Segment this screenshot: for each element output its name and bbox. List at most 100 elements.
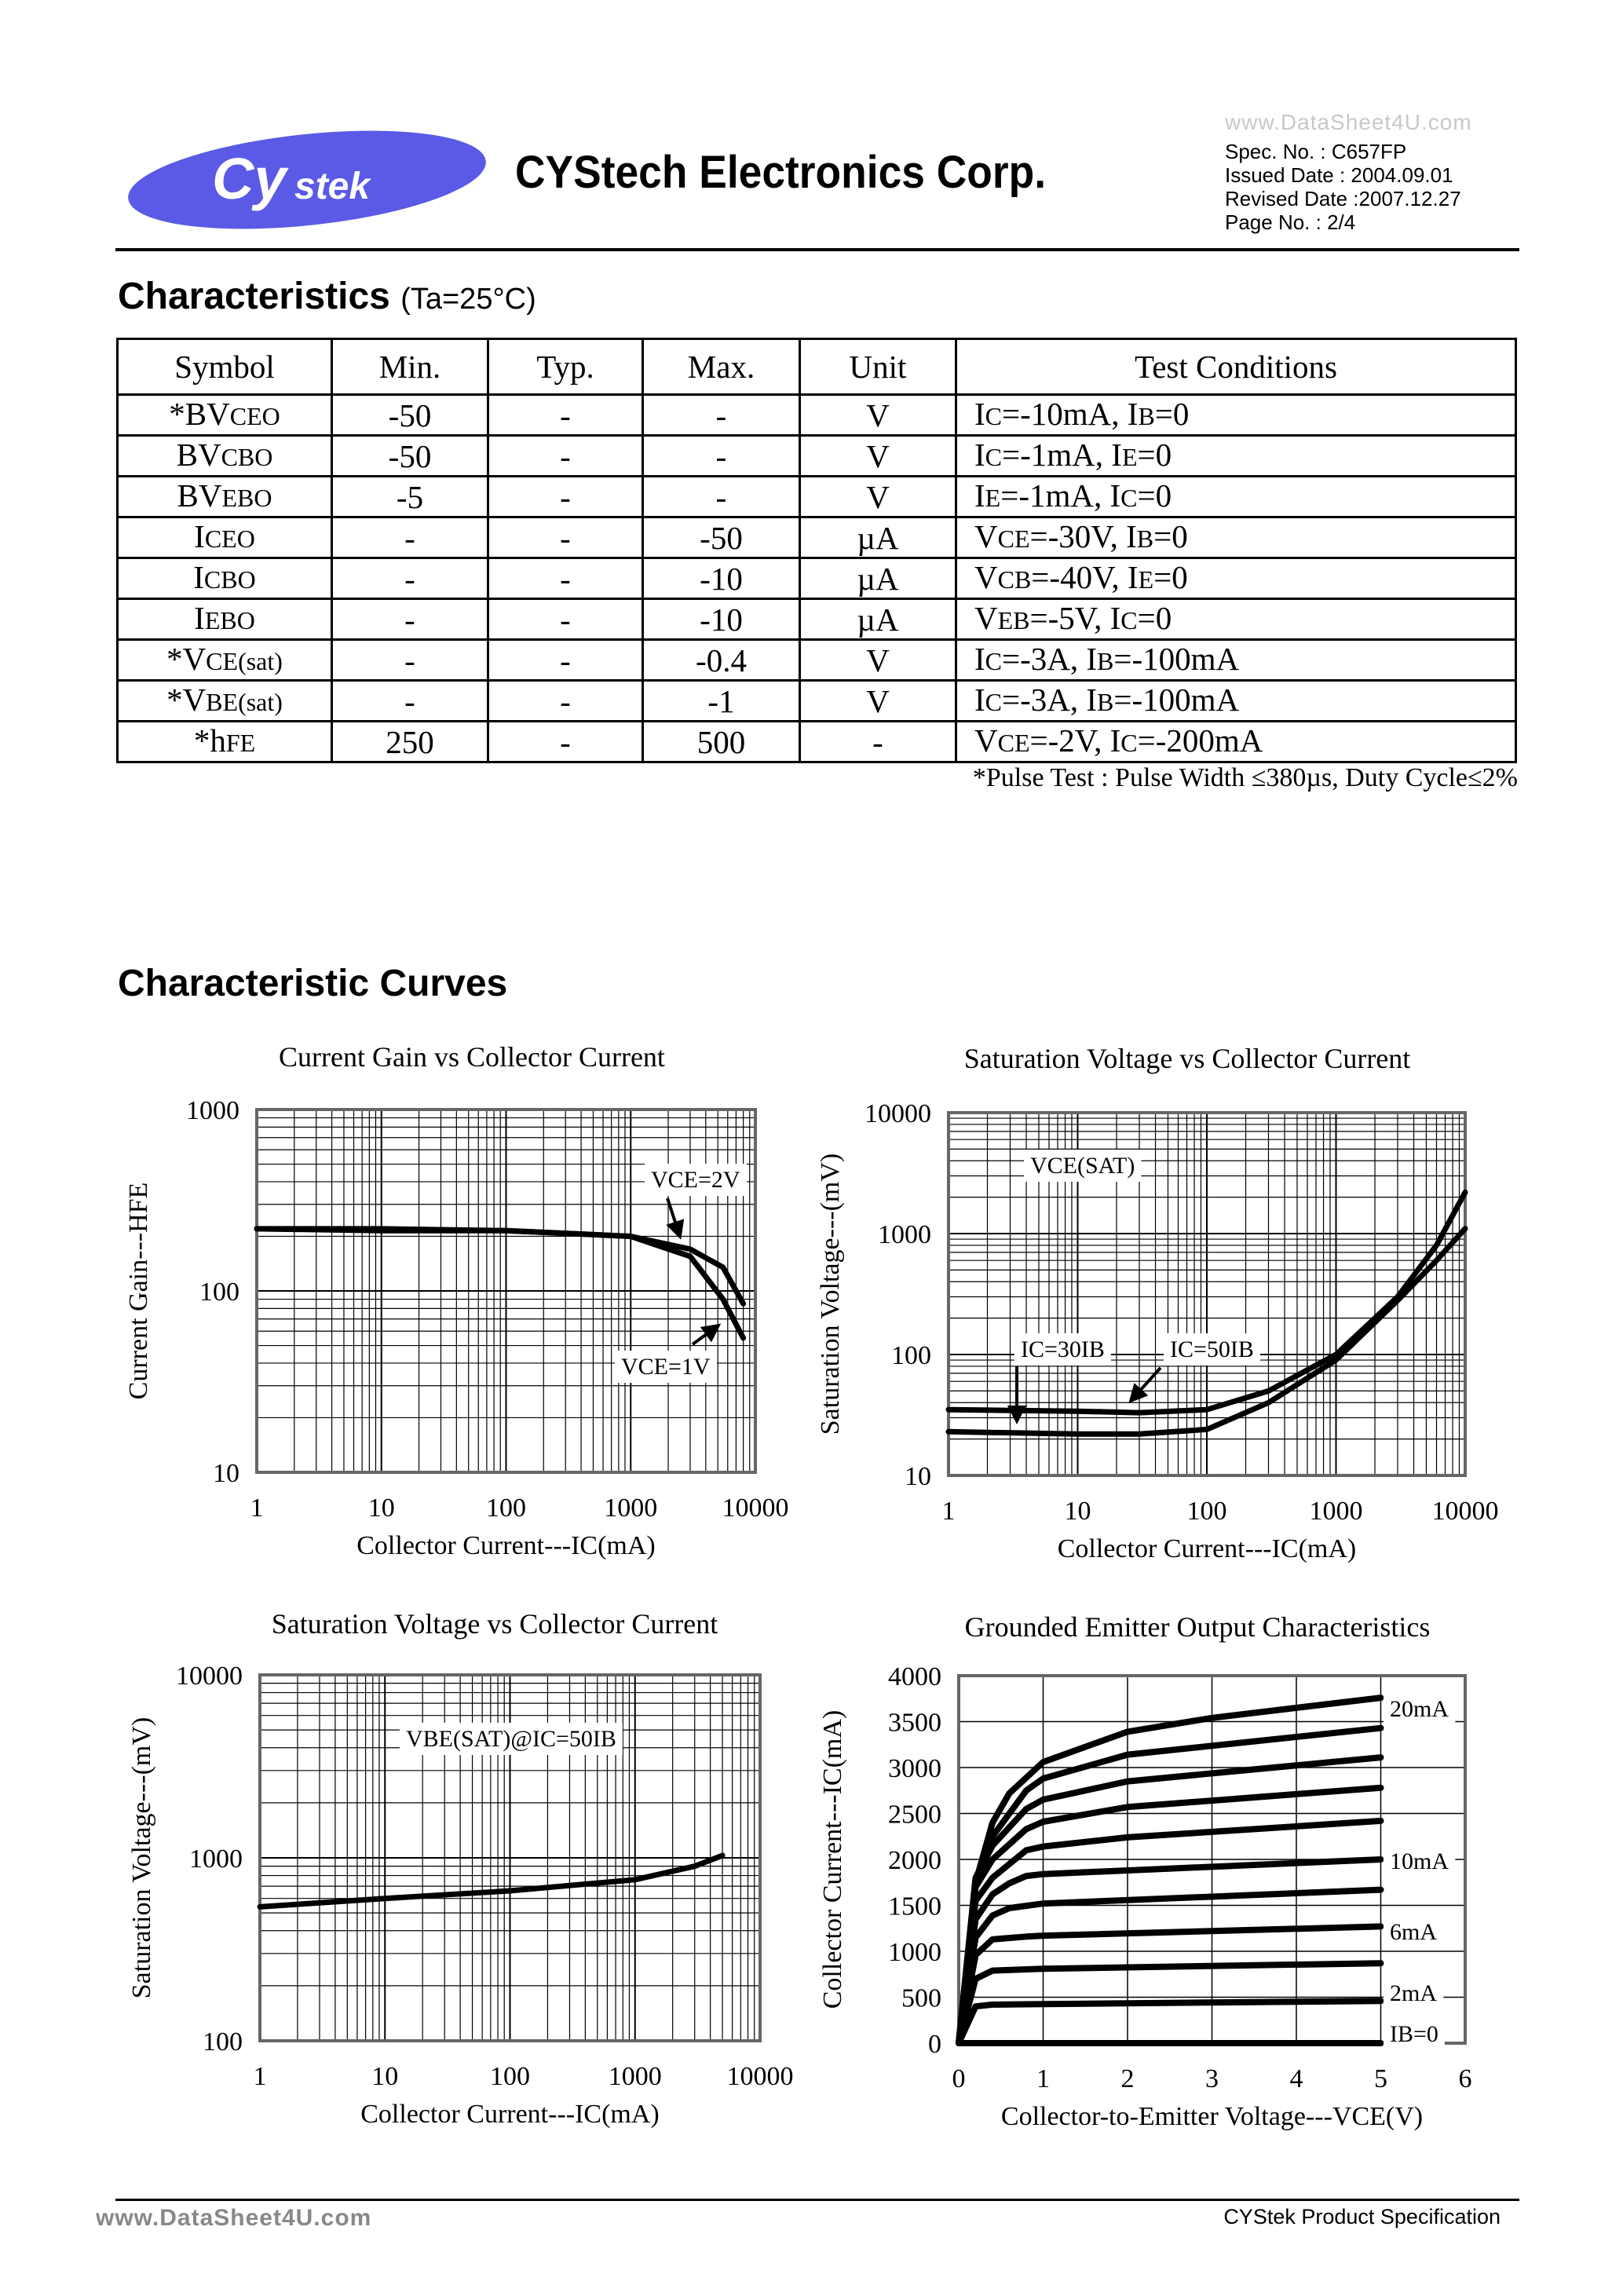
cell-test-conditions: VCB=-40V, IE=0: [955, 557, 1517, 600]
y-axis-label: Current Gain---HFE: [124, 1183, 153, 1400]
annotation-background: [1024, 1150, 1142, 1182]
cell-symbol: *hFE: [116, 720, 333, 763]
annotation-label: IC=50IB: [1170, 1336, 1254, 1362]
cell-unit: -: [799, 720, 957, 763]
x-tick-label: 10: [1065, 1497, 1091, 1526]
cystek-logo: Cy stek: [128, 130, 486, 229]
cell-symbol: ICBO: [116, 557, 333, 600]
series-line: [254, 1226, 747, 1341]
cell-test-conditions: IC=-1mA, IE=0: [955, 434, 1517, 477]
annotation-label: VBE(SAT)@IC=50IB: [406, 1726, 616, 1752]
y-tick-label: 1000: [878, 1220, 931, 1249]
chart-title: Current Gain vs Collector Current: [279, 1041, 665, 1073]
cell-typ: -: [487, 638, 644, 682]
series-line: [257, 1852, 726, 1910]
page-no: Page No. : 2/4: [1225, 210, 1356, 234]
table-header-row: Symbol Min. Typ. Max. Unit Test Conditio…: [116, 338, 1517, 396]
y-tick-label: 3500: [888, 1709, 941, 1738]
x-tick-label: 2: [1121, 2064, 1135, 2093]
cell-min: -50: [331, 434, 489, 477]
x-tick-label: 1000: [609, 2062, 662, 2091]
spec-info: Spec. No. : C657FP Issued Date : 2004.09…: [1225, 140, 1461, 234]
series-line: [945, 1189, 1468, 1416]
y-tick-label: 10000: [176, 1662, 243, 1691]
cell-min: -: [331, 638, 489, 682]
cell-typ: -: [487, 720, 644, 763]
annotation-label: VCE=2V: [651, 1167, 740, 1193]
col-unit: Unit: [799, 338, 957, 396]
x-tick-label: 10000: [1432, 1497, 1499, 1526]
cell-min: -5: [331, 475, 489, 518]
x-tick-label: 10000: [727, 2062, 794, 2091]
cell-max: -: [642, 393, 801, 437]
y-tick-label: 1000: [888, 1938, 941, 1967]
annotation-background: [1384, 1693, 1456, 1725]
cell-test-conditions: IE=-1mA, IC=0: [955, 475, 1517, 518]
table-row: IEBO - - -10 µA VEB=-5V, IC=0: [116, 598, 1517, 641]
table-row: *VCE(sat) - - -0.4 V IC=-3A, IB=-100mA: [116, 638, 1517, 682]
cell-typ: -: [487, 475, 644, 518]
annotation-background: [645, 1164, 747, 1196]
cell-unit: V: [799, 393, 957, 437]
cell-symbol: BVEBO: [116, 475, 333, 518]
cell-test-conditions: VEB=-5V, IC=0: [955, 598, 1517, 641]
issued-date: Issued Date : 2004.09.01: [1225, 163, 1453, 187]
y-tick-label: 10: [213, 1459, 239, 1488]
annotation-background: [1384, 1977, 1444, 2009]
series-line: [956, 1695, 1384, 2046]
svg-text:Cy: Cy: [212, 146, 289, 211]
series-line: [956, 1998, 1384, 2046]
cell-test-conditions: IC=-10mA, IB=0: [955, 393, 1517, 437]
annotation-label: 20mA: [1390, 1696, 1449, 1722]
x-tick-label: 10000: [722, 1493, 789, 1523]
table-row: *BVCEO -50- - V IC=-10mA, IB=0: [116, 393, 1517, 437]
cell-typ: -: [487, 516, 644, 559]
cell-unit: V: [799, 434, 957, 477]
col-min: Min.: [331, 338, 489, 396]
cell-typ: -: [487, 393, 644, 437]
col-typ: Typ.: [487, 338, 644, 396]
y-axis-label: Saturation Voltage---(mV): [816, 1153, 845, 1435]
cell-max: -: [642, 434, 801, 477]
cell-test-conditions: VCE=-30V, IB=0: [955, 516, 1517, 559]
x-tick-label: 1: [1036, 2064, 1050, 2093]
plot-frame: [255, 1108, 757, 1474]
annotation-label: 10mA: [1390, 1848, 1449, 1874]
y-axis-label: Saturation Voltage---(mV): [127, 1717, 156, 1999]
cell-symbol: ICEO: [116, 516, 333, 559]
series-line: [945, 1226, 1468, 1437]
y-tick-label: 100: [891, 1341, 931, 1370]
annotation-arrow: [666, 1197, 685, 1240]
x-tick-label: 100: [1187, 1497, 1227, 1526]
cell-symbol: IEBO: [116, 598, 333, 641]
x-tick-label: 6: [1459, 2064, 1472, 2093]
x-tick-label: 10: [371, 2062, 398, 2091]
y-tick-label: 10: [905, 1462, 931, 1491]
y-tick-label: 10000: [865, 1099, 931, 1128]
watermark: www.DataSheet4U.com: [1225, 110, 1472, 134]
x-tick-label: 1: [254, 2062, 267, 2091]
annotation-label: IB=0: [1390, 2021, 1438, 2047]
cell-max: -0.4: [642, 638, 801, 682]
curves-title: Characteristic Curves: [118, 963, 508, 1004]
y-tick-label: 1500: [888, 1892, 941, 1921]
cell-test-conditions: IC=-3A, IB=-100mA: [955, 679, 1517, 722]
x-axis-label: Collector Current---IC(mA): [356, 1531, 656, 1560]
cell-max: -10: [642, 598, 801, 641]
col-test-conditions: Test Conditions: [955, 338, 1517, 396]
col-symbol: Symbol: [116, 338, 333, 396]
cell-test-conditions: VCE=-2V, IC=-200mA: [955, 720, 1517, 763]
cell-unit: V: [799, 679, 957, 722]
y-tick-label: 2500: [888, 1801, 941, 1830]
y-tick-label: 100: [203, 2027, 243, 2057]
cell-typ: -: [487, 434, 644, 477]
cell-max: -: [642, 475, 801, 518]
table-row: ICBO - - -10 µA VCB=-40V, IE=0: [116, 557, 1517, 600]
header-divider: [115, 248, 1519, 251]
footer-text: CYStek Product Specification: [1223, 2205, 1501, 2228]
cell-symbol: *VCE(sat): [116, 638, 333, 682]
cell-max: -10: [642, 557, 801, 600]
annotation-label: VCE(SAT): [1030, 1153, 1135, 1179]
y-tick-label: 1000: [186, 1096, 239, 1125]
